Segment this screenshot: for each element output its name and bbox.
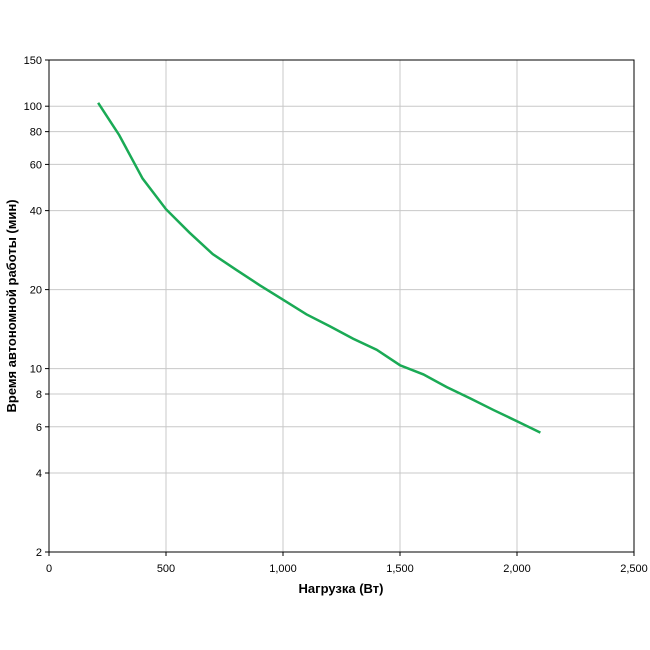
- x-axis-label: Нагрузка (Вт): [299, 581, 384, 596]
- x-tick-label: 500: [157, 563, 175, 575]
- y-tick-label: 20: [30, 285, 42, 297]
- y-tick-label: 2: [36, 547, 42, 559]
- y-tick-label: 60: [30, 159, 42, 171]
- plot-frame: [48, 59, 635, 553]
- y-tick-label: 8: [36, 389, 42, 401]
- y-tick-label: 10: [30, 364, 42, 376]
- x-tick-label: 2,000: [503, 563, 531, 575]
- y-tick-label: 80: [30, 127, 42, 139]
- y-tick-label: 100: [24, 101, 42, 113]
- y-axis-label: Время автономной работы (мин): [4, 199, 19, 412]
- x-tick-label: 1,000: [269, 563, 297, 575]
- y-tick-label: 6: [36, 422, 42, 434]
- x-tick-label: 1,500: [386, 563, 414, 575]
- data-line: [97, 102, 541, 434]
- y-tick-label: 40: [30, 206, 42, 218]
- x-tick-label: 0: [46, 563, 52, 575]
- x-tick-label: 2,500: [620, 563, 648, 575]
- y-tick-label: 4: [36, 468, 42, 480]
- y-tick-label: 150: [24, 55, 42, 67]
